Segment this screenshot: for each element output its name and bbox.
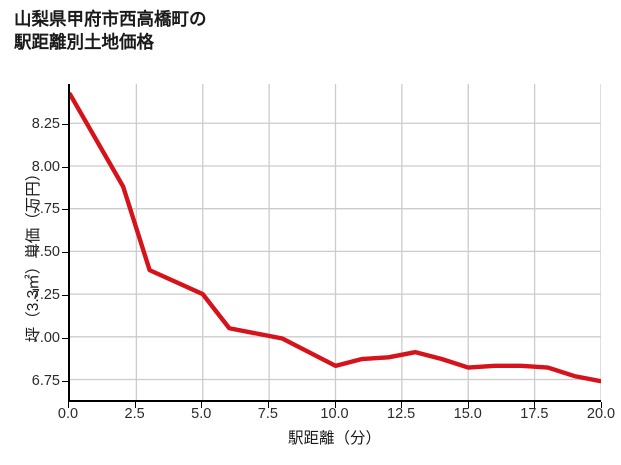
x-axis-tick-mark [267, 402, 269, 408]
y-axis-tick-label: 7.50 [31, 244, 60, 261]
x-axis-label-text: 駅距離（分） [287, 430, 381, 447]
x-axis-tick-label: 7.5 [257, 406, 278, 422]
x-axis-tick-mark [68, 402, 69, 408]
data-series-line [70, 92, 601, 384]
x-axis-tick-label: 20.0 [586, 406, 616, 422]
x-axis-tick-label: 10.0 [320, 406, 349, 422]
y-axis-tick-label: 7.00 [31, 330, 60, 347]
y-axis-tick-mark [62, 295, 68, 297]
y-axis-tick-label: 8.00 [31, 158, 60, 175]
y-axis-tick-mark [62, 123, 68, 125]
x-axis-label: 駅距離（分） [68, 426, 601, 448]
plot-area [68, 84, 601, 402]
y-axis-tick-label: 7.25 [31, 287, 60, 304]
x-axis-tick-label: 17.5 [520, 406, 549, 422]
x-axis-tick-mark [467, 402, 469, 408]
x-axis-tick-mark [201, 402, 203, 408]
grid-lines [70, 84, 601, 400]
x-axis-tick-label: 12.5 [387, 406, 416, 422]
x-axis-tick-mark [334, 402, 336, 408]
y-axis-tick-mark [62, 209, 68, 211]
y-axis-tick-mark [62, 381, 68, 383]
x-axis-tick-mark [134, 402, 136, 408]
y-axis-tick-mark [62, 338, 68, 340]
x-axis-tick-label: 5.0 [191, 406, 212, 422]
x-axis-tick-label: 2.5 [124, 406, 145, 422]
y-axis-tick-mark [62, 252, 68, 254]
x-axis-tick-label: 0.0 [57, 406, 79, 422]
x-axis-tick-mark [534, 402, 536, 408]
x-axis-tick-label: 15.0 [453, 406, 482, 422]
x-axis-tick-mark [601, 402, 602, 408]
y-axis-tick-label: 7.75 [31, 201, 60, 218]
chart-title: 山梨県甲府市西高橋町の 駅距離別土地価格 [14, 9, 207, 53]
y-axis-tick-mark [62, 166, 68, 168]
y-axis-tick-label: 8.25 [31, 115, 60, 132]
y-axis-tick-label: 6.75 [31, 373, 60, 390]
x-axis-tick-mark [401, 402, 403, 408]
series-line [70, 92, 601, 384]
